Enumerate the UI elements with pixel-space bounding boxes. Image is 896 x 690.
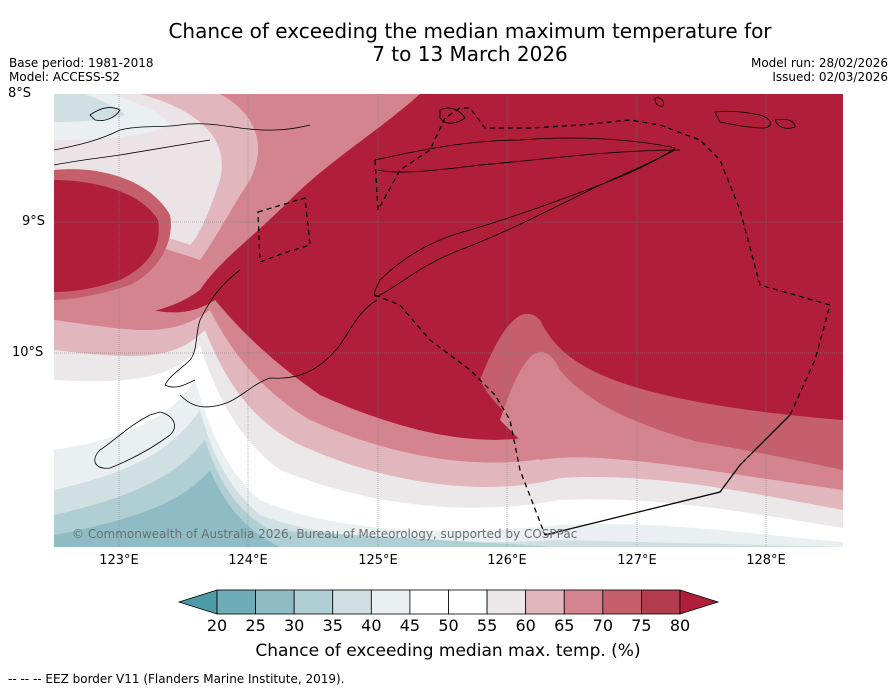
- model-run-date: Model run: 28/02/2026: [750, 56, 888, 70]
- title-line-1: Chance of exceeding the median maximum t…: [168, 19, 772, 43]
- page-title: Chance of exceeding the median maximum t…: [0, 20, 896, 66]
- colorbar-segment: [448, 589, 488, 615]
- colorbar-segment: [370, 589, 411, 615]
- colorbar-segment: [255, 589, 295, 615]
- colorbar-tick: 55: [476, 616, 498, 635]
- base-period-info: Base period: 1981-2018 Model: ACCESS-S2: [9, 56, 154, 84]
- eez-border-solid: [544, 414, 791, 536]
- base-period: Base period: 1981-2018: [9, 56, 154, 70]
- copyright-notice: © Commonwealth of Australia 2026, Bureau…: [72, 527, 578, 541]
- colorbar-segment: [602, 589, 642, 615]
- model-name: Model: ACCESS-S2: [9, 70, 121, 84]
- colorbar-segment: [332, 589, 372, 615]
- colorbar-tick: 60: [515, 616, 536, 635]
- lon-label: 124°E: [228, 553, 268, 568]
- graticule: [54, 94, 843, 547]
- colorbar-tick: 30: [283, 616, 305, 635]
- colorbar-segment: [563, 589, 604, 615]
- eez-footnote: -- -- -- EEZ border V11 (Flanders Marine…: [8, 672, 345, 686]
- colorbar-segment: [216, 589, 256, 615]
- lat-label: 9°S: [22, 214, 46, 229]
- lon-label: 127°E: [617, 553, 657, 568]
- colorbar-tick: 65: [554, 616, 575, 635]
- colorbar-tick: 70: [592, 616, 613, 635]
- colorbar-tick: 35: [322, 616, 343, 635]
- eez-border: [257, 107, 831, 536]
- colorbar-tick: 75: [631, 616, 652, 635]
- colorbar-tick: 20: [206, 616, 228, 635]
- colorbar-segment: [486, 589, 527, 615]
- colorbar-tick: 50: [438, 616, 459, 635]
- colorbar-segment: [293, 589, 334, 615]
- lon-label: 123°E: [99, 553, 139, 568]
- lat-label: 10°S: [12, 345, 44, 360]
- model-run-info: Model run: 28/02/2026 Issued: 02/03/2026: [751, 56, 888, 84]
- colorbar-label: Chance of exceeding median max. temp. (%…: [255, 641, 641, 661]
- colorbar: [177, 589, 720, 615]
- lon-label: 126°E: [487, 553, 527, 568]
- issued-date: Issued: 02/03/2026: [772, 70, 888, 84]
- colorbar-segment: [409, 589, 449, 615]
- lon-label: 125°E: [358, 553, 398, 568]
- colorbar-segment: [641, 589, 681, 615]
- lon-label: 128°E: [746, 553, 786, 568]
- colorbar-tick: 25: [245, 616, 266, 635]
- title-line-2: 7 to 13 March 2026: [372, 42, 568, 66]
- colorbar-arrow-low: [177, 589, 218, 615]
- colorbar-tick: 40: [361, 616, 382, 635]
- colorbar-segment: [525, 589, 565, 615]
- lat-label: 8°S: [8, 86, 32, 101]
- colorbar-arrow-high: [679, 589, 720, 615]
- colorbar-tick: 80: [669, 616, 691, 635]
- colorbar-tick: 45: [399, 616, 421, 635]
- probability-contours: [54, 94, 843, 547]
